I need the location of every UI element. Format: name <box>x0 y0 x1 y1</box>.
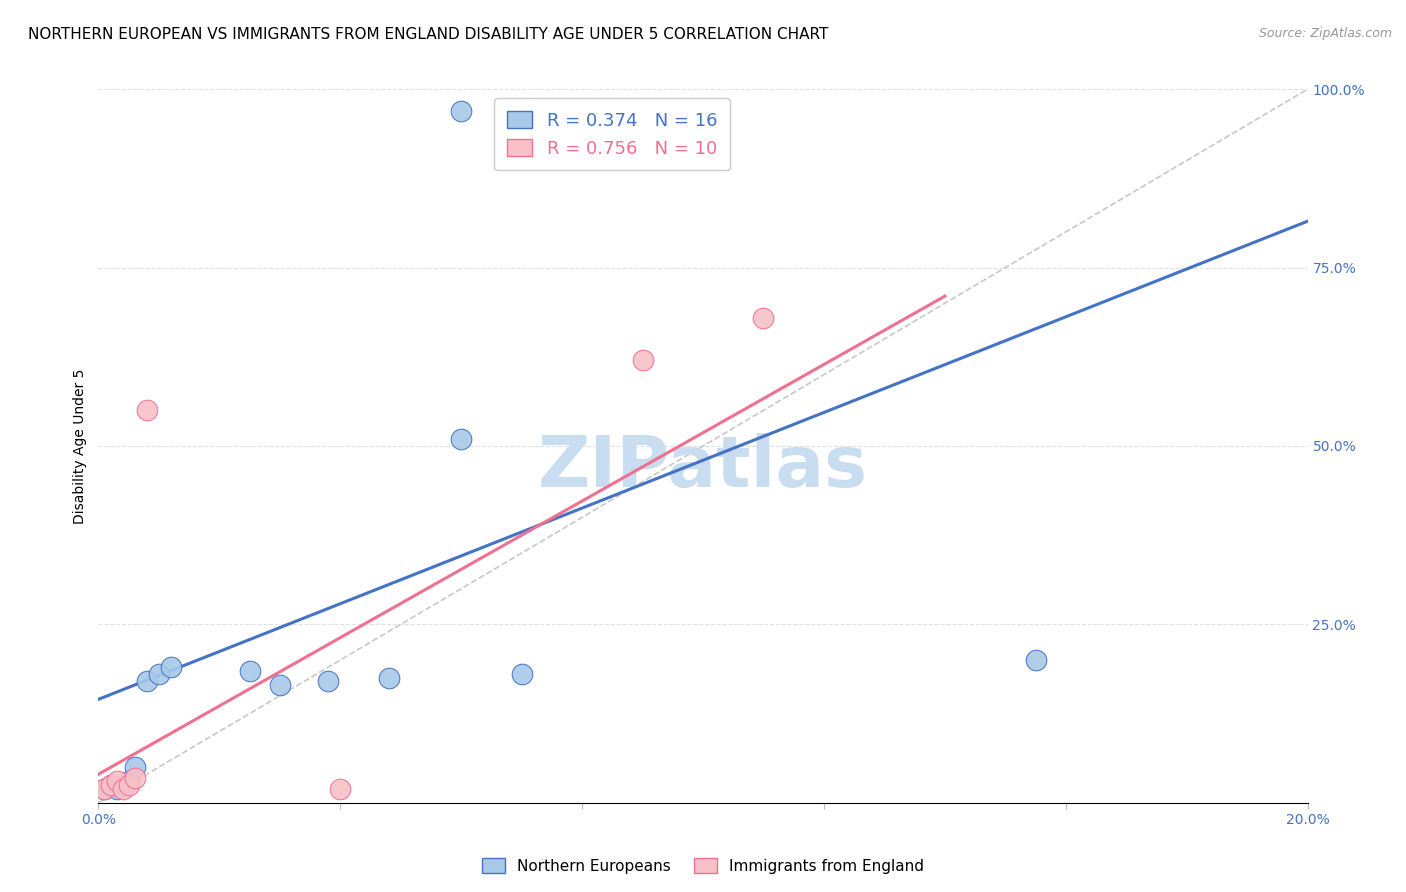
Point <box>316 674 339 689</box>
Legend: R = 0.374   N = 16, R = 0.756   N = 10: R = 0.374 N = 16, R = 0.756 N = 10 <box>495 98 730 170</box>
Point <box>135 403 157 417</box>
Point <box>239 664 262 678</box>
Point <box>510 667 533 681</box>
Text: NORTHERN EUROPEAN VS IMMIGRANTS FROM ENGLAND DISABILITY AGE UNDER 5 CORRELATION : NORTHERN EUROPEAN VS IMMIGRANTS FROM ENG… <box>28 27 828 42</box>
Point <box>450 103 472 118</box>
Point <box>124 771 146 785</box>
Point <box>135 674 157 689</box>
Point <box>111 781 134 796</box>
Legend: Northern Europeans, Immigrants from England: Northern Europeans, Immigrants from Engl… <box>475 852 931 880</box>
Text: ZIPatlas: ZIPatlas <box>538 433 868 502</box>
Point <box>118 774 141 789</box>
Point <box>93 781 115 796</box>
Point <box>1024 653 1046 667</box>
Point <box>450 432 472 446</box>
Point <box>540 103 562 118</box>
Point <box>160 660 183 674</box>
Point <box>105 781 128 796</box>
Point <box>124 760 146 774</box>
Point <box>269 678 291 692</box>
Point <box>148 667 170 681</box>
Point <box>329 781 352 796</box>
Point <box>377 671 399 685</box>
Point <box>752 310 775 325</box>
Point <box>631 353 654 368</box>
Point <box>93 781 115 796</box>
Text: Source: ZipAtlas.com: Source: ZipAtlas.com <box>1258 27 1392 40</box>
Point <box>105 774 128 789</box>
Point <box>100 778 122 792</box>
Point <box>118 778 141 792</box>
Y-axis label: Disability Age Under 5: Disability Age Under 5 <box>73 368 87 524</box>
Point <box>100 778 122 792</box>
